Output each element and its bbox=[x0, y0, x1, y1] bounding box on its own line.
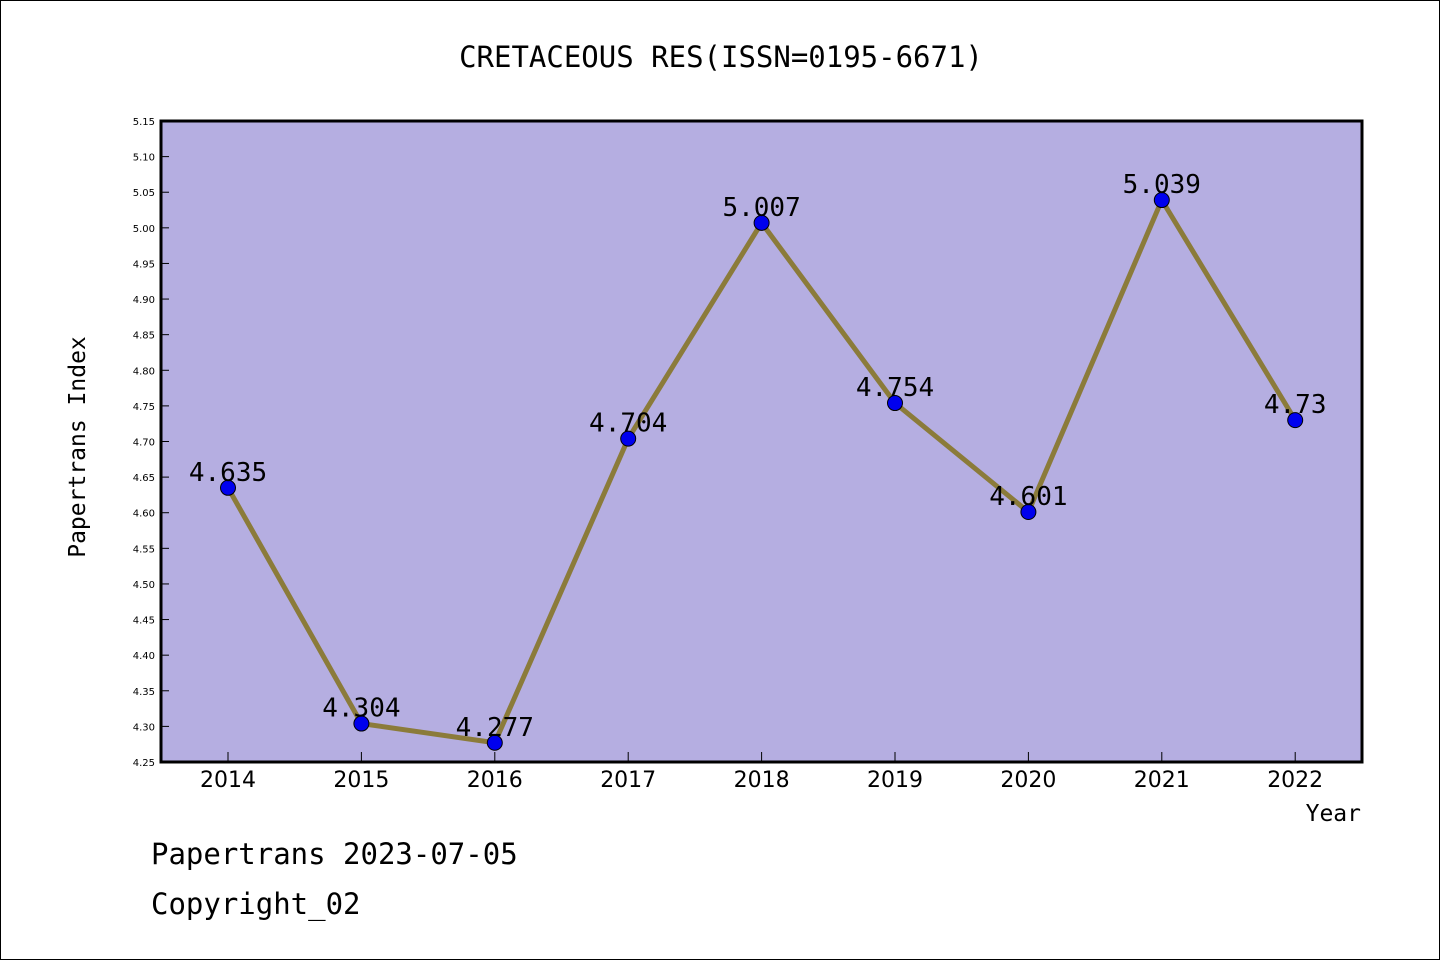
x-axis: 2014 2015 2016 2017 2018 2019 2020 2021 2022 bbox=[200, 752, 1323, 793]
data-label: 4.635 bbox=[189, 458, 267, 488]
x-tick-label: 2022 bbox=[1267, 768, 1323, 793]
y-tick-label: 4.60 bbox=[133, 509, 155, 520]
y-tick-label: 5.10 bbox=[133, 153, 155, 164]
y-tick-label: 5.05 bbox=[133, 188, 155, 199]
data-point bbox=[1020, 504, 1037, 521]
y-tick-label: 4.85 bbox=[133, 331, 155, 342]
data-point bbox=[220, 479, 236, 496]
y-tick-label: 5.00 bbox=[133, 224, 155, 235]
y-tick-label: 4.40 bbox=[133, 651, 155, 662]
x-tick-label: 2019 bbox=[867, 768, 923, 793]
y-tick-label: 4.80 bbox=[133, 366, 155, 377]
x-tick-label: 2014 bbox=[200, 768, 256, 793]
y-tick-label: 4.65 bbox=[133, 473, 155, 484]
data-point bbox=[353, 715, 370, 732]
y-tick-label: 4.70 bbox=[133, 438, 155, 449]
data-point bbox=[1287, 412, 1304, 429]
series-line-group bbox=[220, 192, 1304, 751]
y-tick-label: 4.35 bbox=[133, 687, 155, 698]
y-tick-label: 4.90 bbox=[133, 295, 155, 306]
y-tick-label: 4.45 bbox=[133, 616, 155, 627]
footer-copyright: Copyright_02 bbox=[151, 887, 361, 922]
y-axis: 4.25 4.30 4.35 4.40 4.45 4.50 4.55 4.60 4.65 4.70… bbox=[133, 117, 169, 769]
data-label: 4.73 bbox=[1264, 390, 1327, 420]
y-tick-label: 4.55 bbox=[133, 544, 155, 555]
y-tick-label: 4.95 bbox=[133, 259, 155, 270]
data-point bbox=[753, 214, 770, 231]
data-point bbox=[887, 395, 903, 412]
chart-title: CRETACEOUS RES(ISSN=0195-6671) bbox=[459, 40, 983, 74]
data-point bbox=[1153, 192, 1170, 209]
y-tick-label: 4.75 bbox=[133, 402, 155, 413]
data-label: 4.754 bbox=[856, 373, 934, 403]
data-label: 4.277 bbox=[456, 713, 534, 743]
footer-date: Papertrans 2023-07-05 bbox=[151, 837, 518, 871]
y-axis-label: Papertrans Index bbox=[65, 336, 91, 558]
x-axis-label: Year bbox=[1306, 801, 1361, 827]
data-label: 5.039 bbox=[1123, 170, 1201, 200]
x-tick-label: 2020 bbox=[1000, 768, 1056, 793]
data-label: 4.704 bbox=[589, 409, 667, 439]
data-point bbox=[486, 734, 503, 751]
y-tick-label: 4.25 bbox=[133, 758, 155, 769]
data-point bbox=[620, 430, 637, 447]
data-label-group: 4.635 4.304 4.277 4.704 5.007 4.754 4.601 5.039… bbox=[189, 170, 1327, 743]
x-tick-label: 2015 bbox=[333, 768, 389, 793]
x-tick-label: 2018 bbox=[734, 768, 790, 793]
x-tick-label: 2017 bbox=[600, 768, 656, 793]
data-label: 4.601 bbox=[989, 482, 1067, 512]
x-tick-label: 2021 bbox=[1134, 768, 1190, 793]
y-tick-label: 4.50 bbox=[133, 580, 155, 591]
data-label: 5.007 bbox=[722, 193, 800, 223]
y-tick-label: 5.15 bbox=[133, 117, 155, 128]
data-label: 4.304 bbox=[322, 694, 400, 724]
y-tick-label: 4.30 bbox=[133, 722, 155, 733]
x-tick-label: 2016 bbox=[467, 768, 523, 793]
